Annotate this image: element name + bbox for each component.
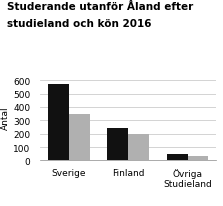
- Y-axis label: Antal: Antal: [1, 106, 10, 129]
- Bar: [48, 85, 69, 161]
- Bar: [107, 128, 128, 161]
- Text: Studerande utanför Åland efter: Studerande utanför Åland efter: [7, 2, 193, 12]
- Bar: [128, 134, 149, 161]
- Text: studieland och kön 2016: studieland och kön 2016: [7, 19, 151, 28]
- Bar: [188, 157, 208, 161]
- Bar: [167, 154, 188, 161]
- Bar: [69, 114, 90, 161]
